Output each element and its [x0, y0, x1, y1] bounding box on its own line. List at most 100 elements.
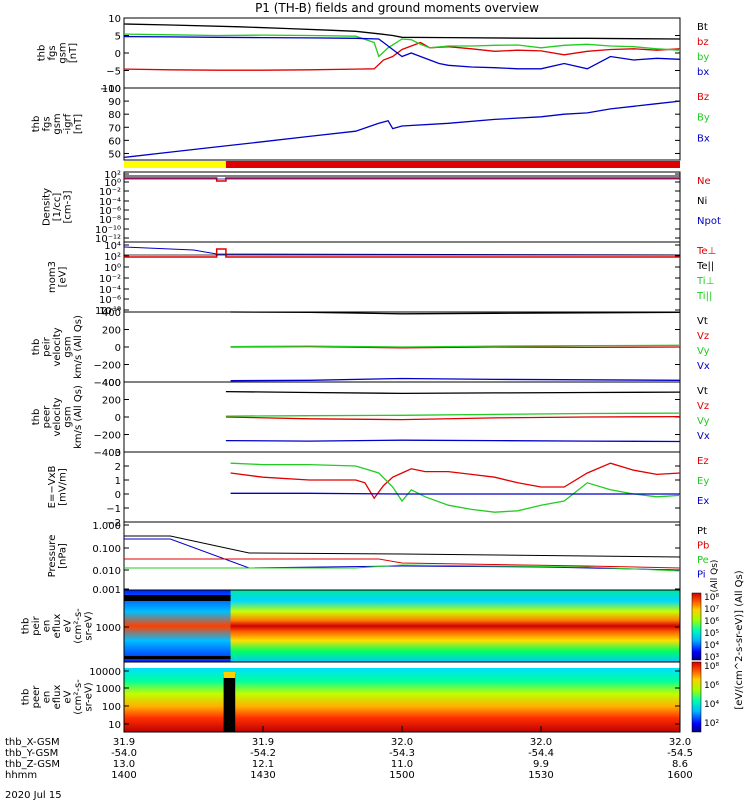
y-axis-label: thb [21, 689, 32, 706]
legend-entry: Vt [697, 386, 708, 397]
y-axis-label: [1/cc] [52, 193, 63, 222]
y-axis-label: mom3 [47, 261, 58, 293]
x-tick-label: 32.0 [391, 737, 413, 748]
y-axis-label: velocity [52, 397, 63, 436]
y-axis-label: E=−VxB [47, 466, 58, 509]
y-axis-label: [mV/m] [57, 468, 68, 506]
electron-spectrogram-top [124, 662, 680, 668]
y-axis-label: -igrf [63, 113, 74, 134]
y-tick-label: 100 [102, 702, 121, 713]
x-tick-label: -54.2 [250, 748, 276, 759]
legend-entry: Ni [697, 196, 707, 207]
y-axis-label: en [42, 691, 53, 704]
y-tick-label: 80 [108, 110, 121, 121]
legend-entry: Vt [697, 316, 708, 327]
y-tick-label: 10 [108, 14, 121, 25]
panel-density: 10²10⁰10⁻²10⁻⁴10⁻⁶10⁻⁸10⁻¹⁰10⁻¹²Density[… [42, 170, 721, 245]
pi-line [124, 538, 681, 571]
legend-entry: Te|| [696, 261, 714, 272]
y-tick-label: 1000 [96, 623, 121, 634]
y-tick-label: 10⁴ [104, 241, 121, 252]
pt-line [124, 535, 681, 558]
legend-entry: Ti⊥ [696, 276, 714, 287]
legend-entry: Ex [697, 496, 709, 507]
y-tick-label: 200 [102, 396, 121, 407]
y-tick-label: 10² [104, 170, 121, 181]
y-tick-label: 10⁻² [99, 274, 121, 285]
y-tick-label: 60 [108, 136, 121, 147]
y-axis-label: peer [31, 685, 42, 709]
legend-entry: Pb [697, 541, 709, 552]
legend-entry: Ne [697, 176, 711, 187]
y-tick-label: 200 [102, 326, 121, 337]
panel-elec_spec: 10000 1000 100 10 thb peer en eflux eV (cm²-s-sr-… [21, 661, 681, 733]
series-line [123, 35, 681, 70]
y-tick-label: 10² [104, 252, 121, 263]
y-axis-label: sr-eV) [84, 682, 95, 711]
colorbar-tick-label: 10⁸ [704, 593, 719, 603]
y-tick-label: 10⁻⁴ [99, 285, 121, 296]
panel-frame [123, 17, 681, 89]
y-tick-label: 0 [115, 343, 121, 354]
x-tick-label: 12.1 [252, 759, 274, 770]
ti-line [123, 246, 681, 256]
series-line [230, 344, 681, 348]
legend-entry: Ez [697, 456, 709, 467]
series-line [123, 33, 681, 58]
y-axis-label: [nPa] [57, 543, 68, 569]
x-tick-label: 1600 [667, 770, 692, 781]
y-tick-label: 0.010 [92, 566, 121, 577]
x-axis-row-label: hhmm [5, 770, 37, 781]
legend-entry: Pe [697, 555, 709, 566]
y-axis-label: [nT] [68, 43, 79, 63]
mode-bar-fast [225, 161, 680, 168]
y-axis-label: [cm-3] [63, 190, 74, 223]
y-tick-label: 0 [115, 413, 121, 424]
y-tick-label: 10⁻⁸ [99, 215, 121, 226]
y-axis-label: thb [36, 45, 47, 62]
legend-entry: Ey [697, 476, 709, 487]
y-tick-label: −1 [106, 504, 121, 515]
series-line [225, 439, 681, 443]
x-tick-label: -54.0 [111, 748, 137, 759]
y-axis-label: peir [31, 615, 42, 635]
y-tick-label: 90 [108, 97, 121, 108]
legend-entry: Vz [697, 331, 709, 342]
ion-spectrogram-gap-top [124, 595, 231, 601]
y-axis-label: Density [42, 188, 53, 226]
legend-entry: Vz [697, 401, 709, 412]
colorbar-tick-label: 10³ [704, 653, 719, 663]
panel-vi: 400 200 0 −200 −400 thb peir velocity gsm km/s (A… [31, 308, 710, 389]
panel-fgs: 10 5 0 −5 −10 thb fgs gsm [nT] Bt bz by bx [36, 14, 709, 95]
legend-entry: Pi [697, 570, 706, 581]
series-line [123, 41, 681, 71]
legend-entry: By [697, 113, 710, 124]
series-line [225, 390, 681, 395]
y-axis-label: eflux [52, 614, 63, 639]
colorbar-tick-label: 10⁶ [704, 681, 719, 691]
pressure-right-label: (All Qs) [710, 560, 720, 593]
x-tick-label: 31.9 [252, 737, 274, 748]
y-axis-label: fgs [42, 116, 53, 131]
y-tick-label: 10⁻¹⁰ [95, 306, 121, 317]
y-tick-label: 10⁻¹⁰ [95, 225, 121, 236]
ion-spectrogram-gap-bottom [124, 656, 231, 659]
x-tick-label: 9.9 [533, 759, 549, 770]
ion-spectrogram-early [124, 590, 231, 662]
colorbar-tick-label: 10² [704, 719, 719, 729]
y-axis-label: (cm²-s- [73, 679, 84, 715]
y-axis-label: [eV] [57, 267, 68, 288]
x-tick-label: 1500 [389, 770, 414, 781]
x-tick-label: 1430 [250, 770, 275, 781]
y-tick-label: 70 [108, 123, 121, 134]
colorbar-ion [691, 592, 702, 661]
x-axis-row-label: thb_X-GSM [5, 737, 60, 748]
legend-entry: Pt [697, 526, 707, 537]
series-line [230, 377, 681, 382]
y-tick-label: −400 [94, 378, 121, 389]
legend-entry: Bx [697, 133, 710, 144]
y-axis-label: sr-eV) [84, 611, 95, 640]
electron-spectrogram-gap-cap [223, 672, 236, 678]
